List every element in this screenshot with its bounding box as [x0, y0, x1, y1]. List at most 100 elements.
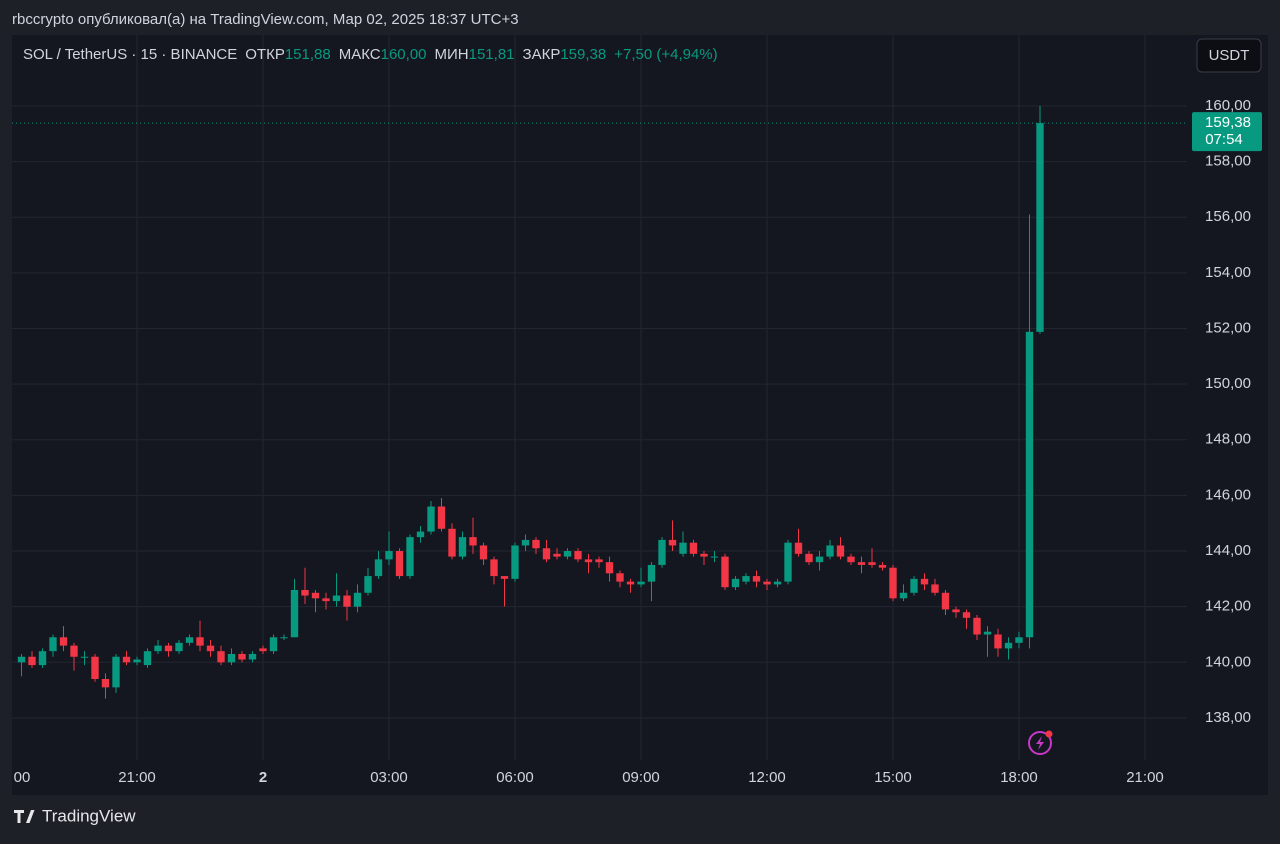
candle-body — [80, 656, 89, 658]
candle-body — [91, 656, 99, 679]
candle-body — [973, 617, 981, 635]
candle-body — [490, 559, 498, 577]
candle-body — [101, 678, 110, 688]
candle-body — [112, 656, 120, 688]
y-tick-label: 160,00 — [1205, 97, 1251, 114]
candle-body — [910, 578, 918, 593]
candle-body — [836, 545, 845, 557]
candle-body — [479, 545, 488, 560]
candle-body — [668, 539, 677, 546]
candle-body — [868, 562, 876, 565]
candle-body — [941, 592, 950, 610]
candle-body — [574, 551, 582, 560]
chart-panel — [12, 35, 1268, 795]
candle-body — [385, 551, 393, 560]
candle-body — [353, 592, 362, 607]
ohlc-value: 151,81 — [469, 46, 515, 63]
candle-body — [416, 531, 425, 538]
candle-body — [542, 548, 551, 560]
candle-body — [196, 637, 204, 646]
candle-body — [259, 648, 267, 652]
x-tick-label: 21:00 — [1126, 769, 1164, 786]
candle-body — [710, 556, 719, 558]
candle-body — [332, 595, 341, 602]
logo: TradingView — [14, 806, 136, 825]
x-tick-label: 21:00 — [118, 769, 156, 786]
candle-body — [563, 551, 572, 557]
candle-body — [983, 631, 992, 635]
candle-body — [269, 637, 278, 652]
x-tick-label: 15:00 — [874, 769, 912, 786]
candle-body — [826, 545, 834, 557]
ohlc-name: МИН — [435, 46, 469, 63]
x-tick-label: 06:00 — [496, 769, 534, 786]
candle-body — [857, 562, 866, 565]
symbol: SOL / TetherUS · 15 · BINANCE — [23, 46, 237, 63]
candle-body — [1015, 637, 1023, 643]
candle-body — [70, 645, 78, 657]
candle-body — [364, 576, 372, 593]
candle-body — [185, 637, 194, 643]
candle-body — [931, 584, 939, 593]
candle-body — [805, 553, 813, 563]
candle-body — [647, 564, 656, 582]
candle-body — [301, 589, 309, 596]
candle-body — [773, 581, 782, 585]
currency-button-bg[interactable] — [1196, 38, 1262, 73]
symbol-legend: SOL / TetherUS · 15 · BINANCE ОТКР151,88 М… — [23, 46, 718, 63]
candle-body — [1036, 123, 1044, 332]
candle-body — [899, 592, 908, 599]
candle-body — [878, 564, 887, 568]
candle-body — [374, 559, 383, 577]
last-price-label: 159,38 — [1205, 114, 1251, 131]
y-tick-label: 148,00 — [1205, 431, 1251, 448]
candle-body — [122, 656, 131, 663]
candle-body — [889, 567, 897, 599]
candle-body — [962, 612, 971, 618]
ohlc-value: 151,88 — [285, 46, 331, 63]
candle-body — [689, 542, 698, 554]
candle-body — [427, 506, 435, 532]
y-tick-label: 150,00 — [1205, 375, 1251, 392]
candle-body — [133, 659, 141, 663]
candle-body — [469, 537, 477, 546]
countdown: 07:54 — [1205, 131, 1243, 148]
candle-body — [952, 609, 960, 613]
candle-body — [584, 559, 593, 563]
candle-body — [1004, 642, 1013, 649]
y-tick-label: 156,00 — [1205, 208, 1251, 225]
candle-body — [784, 542, 792, 582]
candle-body — [448, 528, 456, 557]
x-tick-label: 03:00 — [370, 769, 408, 786]
ohlc-value: 159,38 — [560, 46, 606, 63]
candle-body — [847, 556, 855, 563]
candle-body — [59, 637, 68, 646]
y-tick-label: 138,00 — [1205, 709, 1251, 726]
candle-body — [395, 551, 404, 577]
candle-body — [700, 553, 708, 557]
y-tick-label: 158,00 — [1205, 153, 1251, 170]
candle-body — [920, 578, 929, 585]
x-tick-label: 00 — [14, 769, 31, 786]
currency-button[interactable]: USDT — [1209, 47, 1250, 64]
x-tick-label: 18:00 — [1000, 769, 1038, 786]
candle-body — [458, 537, 467, 557]
grid — [12, 35, 1187, 760]
candle-body — [175, 642, 183, 652]
candle-body — [217, 651, 225, 663]
y-tick-label: 154,00 — [1205, 264, 1251, 281]
candle-body — [238, 653, 246, 660]
ohlc-name: ОТКР — [245, 46, 285, 63]
y-tick-label: 146,00 — [1205, 486, 1251, 503]
candle-body — [763, 581, 771, 585]
candle-body — [721, 556, 729, 588]
x-tick-label: 2 — [259, 769, 267, 786]
candle-body — [49, 637, 57, 652]
candle-body — [595, 559, 603, 563]
candle-body — [290, 589, 299, 638]
alert-icon — [1028, 730, 1053, 755]
candle-body — [731, 578, 740, 588]
candle-body — [206, 645, 215, 652]
candle-body — [343, 595, 351, 607]
